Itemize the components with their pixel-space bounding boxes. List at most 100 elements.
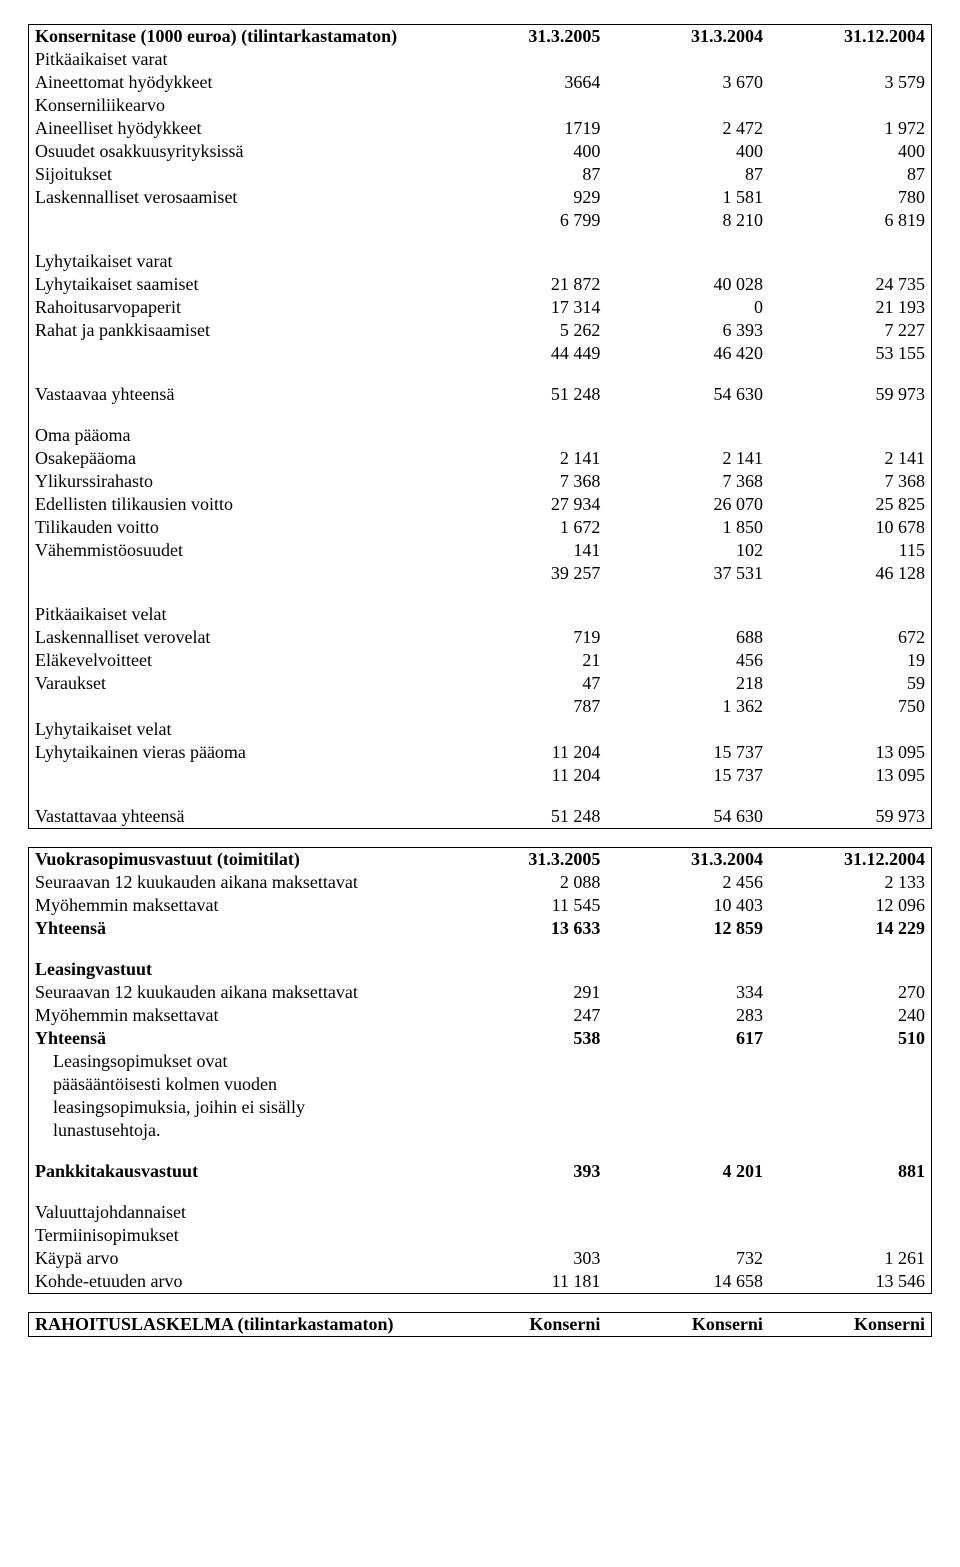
commit-label: Valuuttajohdannaiset xyxy=(29,1201,444,1224)
balance-value: 54 630 xyxy=(606,383,769,406)
balance-row: Laskennalliset verosaamiset9291 581780 xyxy=(29,186,932,209)
balance-row: Lyhytaikaiset velat xyxy=(29,718,932,741)
commit-row: lunastusehtoja. xyxy=(29,1119,932,1142)
commit-value: 510 xyxy=(769,1027,932,1050)
balance-row: 7871 362750 xyxy=(29,695,932,718)
balance-row: Rahoitusarvopaperit17 314021 193 xyxy=(29,296,932,319)
gap-cell xyxy=(29,940,932,958)
commit-value xyxy=(606,1050,769,1073)
balance-col-2: 31.3.2004 xyxy=(606,25,769,49)
commit-value: 11 181 xyxy=(444,1270,607,1294)
commit-value: 393 xyxy=(444,1160,607,1183)
balance-row xyxy=(29,232,932,250)
commit-row: Yhteensä13 63312 85914 229 xyxy=(29,917,932,940)
commit-value xyxy=(444,958,607,981)
balance-row: Vähemmistöosuudet141102115 xyxy=(29,539,932,562)
balance-value xyxy=(769,718,932,741)
balance-row: Vastaavaa yhteensä51 24854 63059 973 xyxy=(29,383,932,406)
cashflow-col-2: Konserni xyxy=(606,1313,769,1337)
balance-label: Laskennalliset verovelat xyxy=(29,626,444,649)
balance-value: 17 314 xyxy=(444,296,607,319)
gap-cell xyxy=(29,1183,932,1201)
balance-row: Pitkäaikaiset velat xyxy=(29,603,932,626)
commit-value xyxy=(606,1073,769,1096)
commit-value xyxy=(606,1096,769,1119)
balance-value: 10 678 xyxy=(769,516,932,539)
gap-cell xyxy=(29,787,932,805)
commit-value xyxy=(444,1224,607,1247)
commit-value xyxy=(769,1050,932,1073)
commit-value xyxy=(606,1119,769,1142)
balance-value: 11 204 xyxy=(444,741,607,764)
balance-value: 218 xyxy=(606,672,769,695)
commit-value xyxy=(769,1096,932,1119)
balance-col-3: 31.12.2004 xyxy=(769,25,932,49)
balance-value: 6 799 xyxy=(444,209,607,232)
balance-value xyxy=(444,250,607,273)
commit-row: Leasingsopimukset ovat xyxy=(29,1050,932,1073)
balance-value: 53 155 xyxy=(769,342,932,365)
commit-value: 12 096 xyxy=(769,894,932,917)
balance-label: Oma pääoma xyxy=(29,424,444,447)
cashflow-header-row: RAHOITUSLASKELMA (tilintarkastamaton) Ko… xyxy=(29,1313,932,1337)
commit-value: 2 133 xyxy=(769,871,932,894)
commit-value: 10 403 xyxy=(606,894,769,917)
commit-label: Myöhemmin maksettavat xyxy=(29,894,444,917)
commit-label: lunastusehtoja. xyxy=(29,1119,444,1142)
commit-label: Pankkitakausvastuut xyxy=(29,1160,444,1183)
balance-row: Sijoitukset878787 xyxy=(29,163,932,186)
commit-value xyxy=(444,1050,607,1073)
balance-value: 21 xyxy=(444,649,607,672)
commit-label: Seuraavan 12 kuukauden aikana maksettava… xyxy=(29,871,444,894)
commit-value: 14 658 xyxy=(606,1270,769,1294)
gap-cell xyxy=(29,232,932,250)
commit-value xyxy=(769,958,932,981)
commit-row: Valuuttajohdannaiset xyxy=(29,1201,932,1224)
balance-title: Konsernitase (1000 euroa) (tilintarkasta… xyxy=(29,25,444,49)
balance-value: 3 579 xyxy=(769,71,932,94)
balance-value: 44 449 xyxy=(444,342,607,365)
balance-value: 21 872 xyxy=(444,273,607,296)
balance-row: Lyhytaikainen vieras pääoma11 20415 7371… xyxy=(29,741,932,764)
balance-label xyxy=(29,764,444,787)
balance-value xyxy=(769,424,932,447)
balance-row: 39 25737 53146 128 xyxy=(29,562,932,585)
commit-label: pääsääntöisesti kolmen vuoden xyxy=(29,1073,444,1096)
commit-label: leasingsopimuksia, joihin ei sisälly xyxy=(29,1096,444,1119)
commit-label: Yhteensä xyxy=(29,1027,444,1050)
commitments-col-2: 31.3.2004 xyxy=(606,848,769,872)
balance-value xyxy=(606,48,769,71)
balance-row: Pitkäaikaiset varat xyxy=(29,48,932,71)
commit-row: Myöhemmin maksettavat11 54510 40312 096 xyxy=(29,894,932,917)
balance-value: 456 xyxy=(606,649,769,672)
balance-value: 37 531 xyxy=(606,562,769,585)
balance-value: 59 xyxy=(769,672,932,695)
balance-value: 15 737 xyxy=(606,764,769,787)
balance-row: Tilikauden voitto1 6721 85010 678 xyxy=(29,516,932,539)
balance-label xyxy=(29,342,444,365)
commit-value: 334 xyxy=(606,981,769,1004)
balance-value xyxy=(606,424,769,447)
balance-row: Lyhytaikaiset saamiset21 87240 02824 735 xyxy=(29,273,932,296)
balance-value: 54 630 xyxy=(606,805,769,829)
balance-label: Vähemmistöosuudet xyxy=(29,539,444,562)
balance-row: Laskennalliset verovelat719688672 xyxy=(29,626,932,649)
balance-label: Vastaavaa yhteensä xyxy=(29,383,444,406)
balance-header-row: Konsernitase (1000 euroa) (tilintarkasta… xyxy=(29,25,932,49)
commit-label: Termiinisopimukset xyxy=(29,1224,444,1247)
balance-value: 2 141 xyxy=(769,447,932,470)
balance-row: Osuudet osakkuusyrityksissä400400400 xyxy=(29,140,932,163)
balance-value: 1719 xyxy=(444,117,607,140)
balance-label: Pitkäaikaiset velat xyxy=(29,603,444,626)
balance-value xyxy=(606,94,769,117)
balance-value: 750 xyxy=(769,695,932,718)
balance-value: 51 248 xyxy=(444,805,607,829)
balance-value: 2 141 xyxy=(606,447,769,470)
balance-label: Edellisten tilikausien voitto xyxy=(29,493,444,516)
balance-label: Lyhytaikaiset saamiset xyxy=(29,273,444,296)
balance-value: 27 934 xyxy=(444,493,607,516)
balance-col-1: 31.3.2005 xyxy=(444,25,607,49)
commit-value xyxy=(606,1224,769,1247)
commit-value: 538 xyxy=(444,1027,607,1050)
balance-value: 3664 xyxy=(444,71,607,94)
